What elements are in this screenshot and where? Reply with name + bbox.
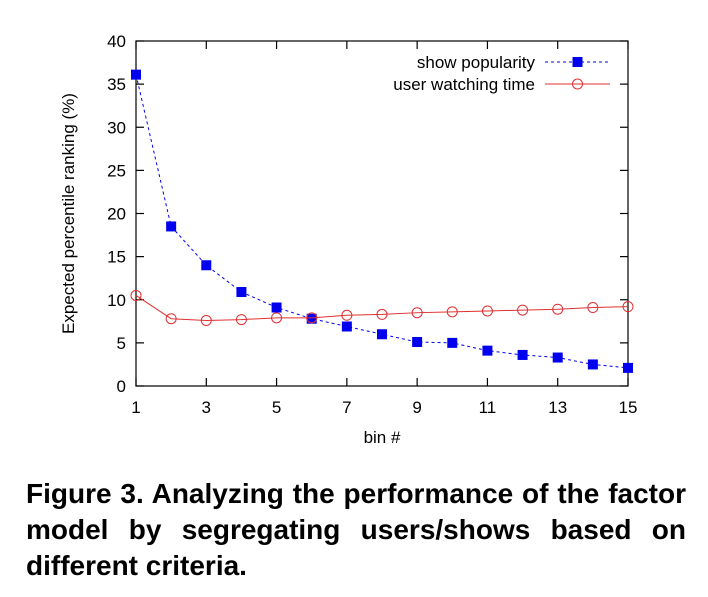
series-line-1: [135, 74, 629, 369]
figure-caption: Figure 3. Analyzing the performance of t…: [26, 478, 686, 581]
legend-marker-circle: [572, 78, 583, 90]
y-tick-label: 10: [107, 291, 126, 310]
data-point-square: [482, 345, 493, 356]
data-point-circle: [165, 313, 177, 325]
x-tick-label: 1: [131, 398, 140, 417]
data-point-square: [236, 286, 247, 297]
series-line-2: [135, 295, 629, 321]
data-point-circle: [306, 312, 318, 324]
legend: show popularity user watching time: [393, 53, 610, 94]
x-tick-label: 13: [548, 398, 567, 417]
data-point-circle: [130, 289, 142, 301]
data-point-square: [341, 321, 352, 332]
data-point-square: [447, 337, 458, 348]
y-axis-label: Expected percentile ranking (%): [59, 93, 78, 334]
y-tick-label: 25: [107, 161, 126, 180]
y-tick-label: 15: [107, 248, 126, 267]
data-point-square: [623, 362, 633, 373]
data-point-circle: [411, 307, 423, 319]
data-point-square: [131, 69, 141, 80]
data-point-circle: [481, 305, 493, 317]
data-point-square: [517, 349, 528, 360]
data-point-circle: [446, 306, 458, 318]
data-point-square: [166, 221, 177, 232]
data-point-circle: [376, 308, 388, 320]
data-point-circle: [271, 312, 283, 324]
data-point-square: [412, 337, 423, 348]
y-tick-label: 40: [107, 32, 126, 51]
data-point-square: [377, 329, 387, 340]
legend-label-1: show popularity: [417, 53, 536, 72]
x-axis-label: bin #: [364, 428, 401, 447]
data-point-square: [306, 313, 317, 324]
data-point-circle: [235, 314, 247, 326]
y-tick-label: 30: [107, 118, 126, 137]
y-tick-label: 35: [107, 75, 126, 94]
data-point-square: [201, 260, 212, 271]
series-layer: [130, 69, 634, 373]
x-tick-label: 5: [272, 398, 281, 417]
data-point-square: [552, 352, 563, 363]
data-point-circle: [200, 314, 212, 326]
data-point-circle: [517, 304, 529, 316]
y-tick-label: 5: [117, 334, 126, 353]
x-tick-label: 3: [202, 398, 211, 417]
x-tick-label: 15: [619, 398, 638, 417]
legend-marker-square: [572, 57, 583, 67]
data-point-square: [587, 359, 598, 370]
data-point-circle: [587, 302, 599, 314]
data-point-square: [271, 302, 282, 313]
x-tick-label: 7: [342, 398, 351, 417]
data-point-circle: [622, 301, 634, 313]
legend-label-2: user watching time: [393, 75, 535, 94]
data-point-circle: [552, 303, 564, 315]
y-tick-label: 20: [107, 205, 126, 224]
y-tick-label: 0: [117, 377, 126, 396]
chart-figure: 0 5 10 15 20 25 30 35 40 1 3 5 7 9 11 13 15 show popular…: [59, 32, 637, 447]
data-point-circle: [341, 309, 353, 321]
x-tick-label: 9: [412, 398, 421, 417]
x-tick-label: 11: [479, 398, 497, 417]
